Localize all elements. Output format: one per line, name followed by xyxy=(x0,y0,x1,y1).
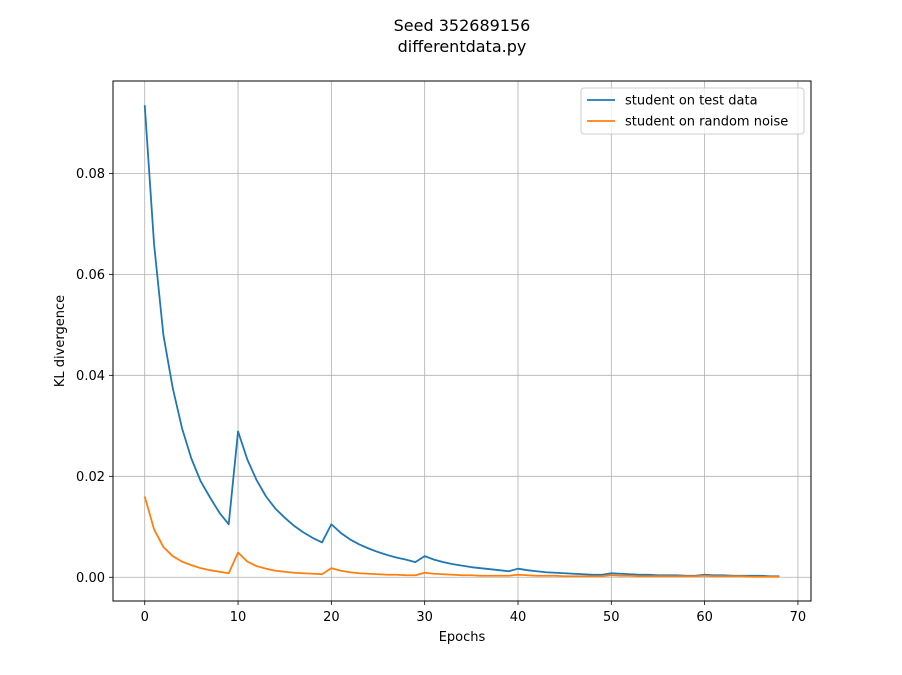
legend-label: student on random noise xyxy=(625,115,788,130)
y-tick-label: 0.02 xyxy=(76,470,105,485)
y-tick-label: 0.08 xyxy=(76,167,105,182)
series-line-2 xyxy=(143,496,780,578)
y-axis-label: KL divergence xyxy=(53,295,68,387)
series-line-1 xyxy=(143,105,780,578)
x-tick-label: 50 xyxy=(603,610,620,625)
legend-box xyxy=(580,87,805,135)
x-tick-label: 30 xyxy=(416,610,433,625)
x-axis-label: Epochs xyxy=(439,630,486,645)
legend: student on test data student on random no… xyxy=(580,87,805,135)
x-tick-label: 20 xyxy=(323,610,340,625)
x-axis-ticks: 0 10 20 30 40 50 60 70 xyxy=(141,601,807,625)
x-tick-label: 10 xyxy=(230,610,247,625)
grid xyxy=(113,81,811,601)
chart-title: Seed 352689156 xyxy=(394,16,531,35)
x-tick-label: 0 xyxy=(141,610,149,625)
plot-frame xyxy=(112,80,812,602)
x-tick-label: 40 xyxy=(510,610,527,625)
x-tick-label: 70 xyxy=(790,610,807,625)
y-axis-ticks: 0.00 0.02 0.04 0.06 0.08 xyxy=(76,167,113,586)
y-tick-label: 0.00 xyxy=(76,571,105,586)
legend-label: student on test data xyxy=(625,94,758,109)
chart-subtitle: differentdata.py xyxy=(398,37,527,56)
series-lines xyxy=(143,105,780,578)
y-tick-label: 0.04 xyxy=(76,369,105,384)
y-tick-label: 0.06 xyxy=(76,268,105,283)
x-tick-label: 60 xyxy=(696,610,713,625)
